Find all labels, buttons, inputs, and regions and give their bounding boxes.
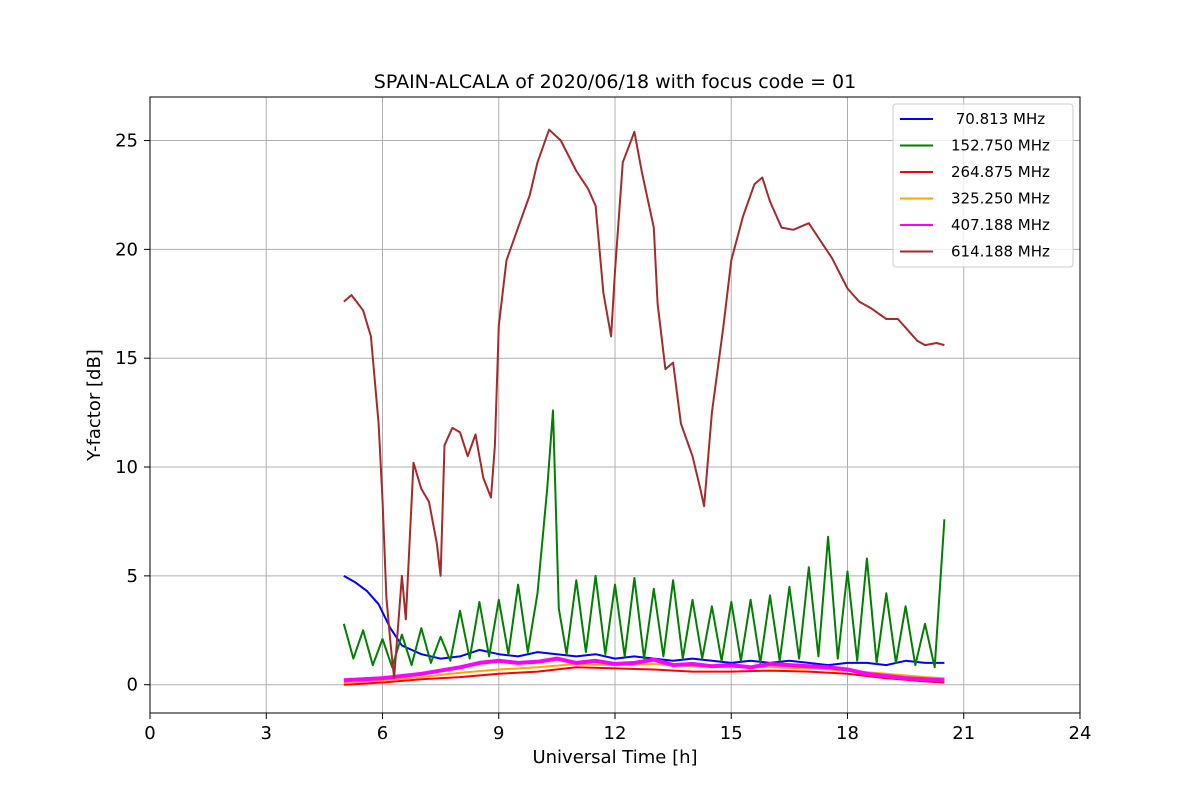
series-line-6 [343, 128, 945, 680]
legend-label: 325.250 MHz [951, 190, 1050, 208]
legend-label: 614.188 MHz [951, 243, 1050, 261]
legend-label: 152.750 MHz [951, 137, 1050, 155]
legend-label: 407.188 MHz [951, 216, 1050, 234]
series-line-2 [342, 409, 946, 669]
y-tick-label: 20 [115, 239, 138, 260]
series-line-3 [343, 666, 945, 686]
x-tick-label: 15 [720, 723, 743, 744]
x-tick-label: 6 [377, 723, 388, 744]
x-tick-label: 21 [952, 723, 975, 744]
x-tick-label: 12 [604, 723, 627, 744]
x-tick-label: 3 [261, 723, 272, 744]
series-group [342, 128, 946, 686]
y-tick-label: 5 [127, 566, 138, 587]
x-axis: 0 3 6 9 12 15 18 21 24 [144, 713, 1091, 744]
y-tick-label: 15 [115, 348, 138, 369]
y-tick-label: 0 [127, 675, 138, 696]
series-line-1 [343, 575, 945, 667]
x-tick-label: 24 [1069, 723, 1092, 744]
chart-title: SPAIN-ALCALA of 2020/06/18 with focus co… [374, 71, 856, 93]
x-axis-label: Universal Time [h] [532, 747, 697, 768]
series-line-5 [343, 656, 945, 683]
y-axis-label: Y-factor [dB] [84, 349, 105, 462]
legend-label: 264.875 MHz [951, 163, 1050, 181]
y-tick-label: 25 [115, 131, 138, 152]
y-tick-label: 10 [115, 457, 138, 478]
y-axis: 0 5 10 15 20 25 [115, 131, 150, 696]
x-tick-label: 0 [144, 723, 155, 744]
legend-box [892, 103, 1074, 268]
legend-label: 70.813 MHz [951, 110, 1045, 128]
legend: 70.813 MHz 152.750 MHz 264.875 MHz 325.250 … [892, 103, 1074, 268]
x-tick-label: 18 [836, 723, 859, 744]
x-tick-label: 9 [493, 723, 504, 744]
